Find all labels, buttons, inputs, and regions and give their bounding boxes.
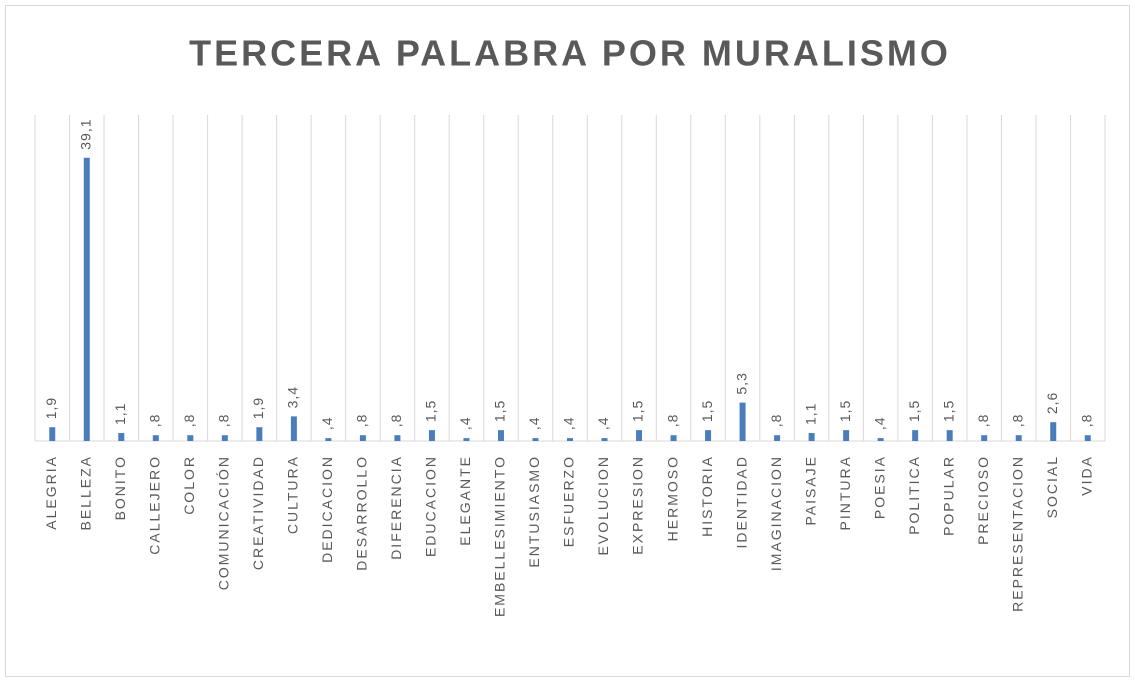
bar: [877, 438, 884, 441]
data-label: ,4: [457, 416, 473, 430]
bar: [49, 427, 56, 441]
x-tick-label: IDENTIDAD: [733, 455, 749, 548]
chart-title: TERCERA PALABRA POR MURALISMO: [189, 33, 951, 74]
bar: [118, 433, 125, 441]
x-tick-label: EDUCACION: [423, 455, 439, 557]
bar: [946, 430, 953, 441]
data-label: ,8: [388, 414, 404, 428]
bar: [601, 438, 608, 441]
x-tick-label: EXPRESION: [630, 455, 646, 555]
data-label: ,8: [1009, 414, 1025, 428]
bar: [567, 438, 573, 441]
data-label: ,4: [319, 416, 335, 430]
bar: [256, 427, 263, 441]
data-label: ,8: [147, 414, 163, 428]
bar: [532, 438, 539, 441]
bar: [359, 435, 366, 441]
x-tick-label: EVOLUCION: [595, 455, 611, 555]
x-tick-label: HERMOSO: [664, 455, 680, 541]
x-tick-label: POESIA: [871, 455, 887, 519]
data-label: ,8: [354, 414, 370, 428]
bar: [636, 430, 643, 441]
x-tick-label: EMBELLESIMIENTO: [492, 455, 508, 617]
x-tick-label: PAISAJE: [802, 455, 818, 526]
bar: [325, 438, 332, 441]
data-label: ,4: [561, 416, 577, 430]
bar: [808, 433, 815, 441]
x-tick-label: DIFERENCIA: [388, 455, 404, 560]
bar: [497, 430, 504, 441]
bar: [739, 402, 746, 441]
data-label: ,4: [595, 416, 611, 430]
bar: [912, 430, 919, 441]
x-tick-label: POPULAR: [940, 455, 956, 536]
data-label: 1,1: [802, 403, 818, 425]
x-tick-label: PINTURA: [837, 455, 853, 530]
chart-border: [5, 5, 1130, 677]
data-label: ,8: [216, 414, 232, 428]
bar: [221, 435, 228, 441]
x-tick-label: CULTURA: [285, 455, 301, 534]
x-tick-label: ELEGANTE: [457, 455, 473, 546]
bar: [1084, 435, 1091, 441]
data-label: ,8: [975, 414, 991, 428]
bar: [428, 430, 435, 441]
x-tick-label: SOCIAL: [1044, 455, 1060, 518]
x-tick-label: COLOR: [181, 455, 197, 515]
data-label: 1,5: [630, 400, 646, 422]
bar: [83, 157, 90, 441]
data-label: 1,1: [112, 403, 128, 425]
x-tick-label: ESFUERZO: [561, 455, 577, 547]
bar: [705, 430, 712, 441]
data-label: 5,3: [733, 372, 749, 394]
x-tick-label: BONITO: [112, 455, 128, 520]
data-label: 1,5: [940, 400, 956, 422]
x-tick-label: IMAGINACION: [768, 455, 784, 571]
x-tick-label: CALLEJERO: [147, 455, 163, 555]
bar: [394, 435, 401, 441]
data-label: 1,5: [906, 400, 922, 422]
data-label: 1,5: [837, 400, 853, 422]
data-label: ,8: [181, 414, 197, 428]
bar: [187, 435, 194, 441]
x-tick-label: PRECIOSO: [975, 455, 991, 545]
bar: [290, 416, 297, 441]
x-tick-label: ALEGRIA: [43, 455, 59, 530]
bar: [463, 438, 470, 441]
data-label: 1,9: [250, 397, 266, 419]
data-label: 1,5: [699, 400, 715, 422]
bar: [843, 430, 850, 441]
x-tick-label: DEDICACION: [319, 455, 335, 563]
data-label: 1,5: [423, 400, 439, 422]
bar: [1050, 422, 1057, 441]
x-tick-label: ENTUSIASMO: [526, 455, 542, 568]
x-tick-label: VIDA: [1078, 455, 1094, 496]
data-label: 1,5: [492, 400, 508, 422]
data-label: ,4: [526, 416, 542, 430]
data-label: ,8: [664, 414, 680, 428]
data-label: 2,6: [1044, 392, 1060, 414]
x-tick-label: POLITICA: [906, 455, 922, 535]
x-tick-label: BELLEZA: [77, 455, 93, 530]
bar: [152, 435, 159, 441]
x-tick-label: CREATIVIDAD: [250, 455, 266, 570]
bar: [981, 435, 988, 441]
data-label: 3,4: [285, 386, 301, 408]
x-tick-label: DESARROLLO: [354, 455, 370, 571]
data-label: ,8: [768, 414, 784, 428]
data-label: ,8: [1078, 414, 1094, 428]
bar: [1015, 435, 1022, 441]
x-tick-label: COMUNICACIÓN: [216, 455, 232, 590]
data-label: ,4: [871, 416, 887, 430]
bar: [774, 435, 781, 441]
x-tick-label: REPRESENTACION: [1009, 455, 1025, 612]
x-tick-label: HISTORIA: [699, 455, 715, 537]
bar: [670, 435, 677, 441]
data-label: 1,9: [43, 397, 59, 419]
data-label: 39,1: [77, 118, 93, 149]
